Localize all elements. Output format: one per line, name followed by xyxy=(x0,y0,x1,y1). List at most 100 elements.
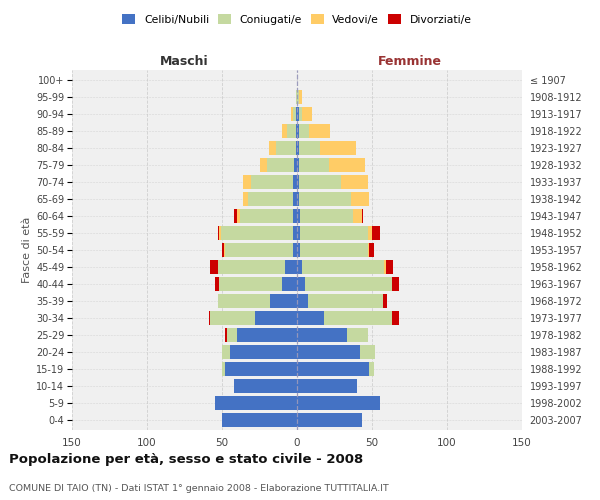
Bar xyxy=(296,90,297,104)
Bar xyxy=(218,226,219,240)
Bar xyxy=(324,311,392,325)
Bar xyxy=(225,362,297,376)
Bar xyxy=(210,260,218,274)
Bar xyxy=(240,209,293,223)
Bar xyxy=(383,294,387,308)
Bar xyxy=(222,413,297,427)
Bar xyxy=(219,226,221,240)
Bar xyxy=(269,141,276,155)
Bar xyxy=(297,413,361,427)
Text: COMUNE DI TAIO (TN) - Dati ISTAT 1° gennaio 2008 - Elaborazione TUTTITALIA.IT: COMUNE DI TAIO (TN) - Dati ISTAT 1° genn… xyxy=(9,484,389,493)
Bar xyxy=(243,175,251,189)
Bar xyxy=(297,124,299,138)
Y-axis label: Fasce di età: Fasce di età xyxy=(22,217,32,283)
Bar xyxy=(291,107,293,121)
Bar xyxy=(299,158,329,172)
Bar xyxy=(218,260,285,274)
Bar xyxy=(299,175,341,189)
Bar xyxy=(243,192,248,206)
Bar xyxy=(300,243,367,257)
Bar xyxy=(299,107,302,121)
Bar xyxy=(392,277,399,291)
Bar xyxy=(282,124,287,138)
Bar xyxy=(297,362,369,376)
Bar xyxy=(234,209,237,223)
Bar xyxy=(297,141,299,155)
Bar xyxy=(282,277,297,291)
Bar xyxy=(218,294,270,308)
Bar xyxy=(360,345,375,359)
Bar xyxy=(237,328,297,342)
Bar xyxy=(353,209,361,223)
Bar xyxy=(219,277,282,291)
Bar xyxy=(329,158,365,172)
Bar xyxy=(369,362,373,376)
Bar xyxy=(361,209,363,223)
Bar xyxy=(297,294,308,308)
Bar xyxy=(299,192,351,206)
Text: Maschi: Maschi xyxy=(160,56,209,68)
Bar xyxy=(297,226,300,240)
Bar xyxy=(215,396,297,410)
Bar xyxy=(267,158,294,172)
Bar xyxy=(297,243,300,257)
Bar xyxy=(293,226,297,240)
Bar xyxy=(222,345,229,359)
Bar xyxy=(297,90,299,104)
Bar xyxy=(302,107,312,121)
Bar xyxy=(320,141,355,155)
Bar xyxy=(297,175,299,189)
Bar xyxy=(297,192,299,206)
Bar xyxy=(341,175,367,189)
Bar xyxy=(297,345,360,359)
Bar xyxy=(293,175,297,189)
Bar xyxy=(293,209,297,223)
Bar xyxy=(299,141,320,155)
Bar xyxy=(209,311,210,325)
Bar xyxy=(297,260,302,274)
Y-axis label: Anni di nascita: Anni di nascita xyxy=(599,209,600,291)
Text: Femmine: Femmine xyxy=(377,56,442,68)
Bar xyxy=(276,141,296,155)
Bar xyxy=(296,141,297,155)
Bar xyxy=(221,226,293,240)
Bar xyxy=(248,192,293,206)
Bar xyxy=(222,243,223,257)
Bar xyxy=(293,107,296,121)
Bar xyxy=(294,158,297,172)
Bar xyxy=(255,311,297,325)
Bar xyxy=(234,379,297,393)
Bar xyxy=(299,124,309,138)
Bar xyxy=(229,345,297,359)
Bar xyxy=(270,294,297,308)
Bar xyxy=(372,226,380,240)
Bar xyxy=(300,226,367,240)
Bar xyxy=(309,124,330,138)
Bar xyxy=(251,175,293,189)
Bar xyxy=(293,243,297,257)
Bar xyxy=(302,260,384,274)
Bar xyxy=(297,158,299,172)
Bar xyxy=(223,243,225,257)
Bar xyxy=(297,379,357,393)
Bar xyxy=(225,243,293,257)
Bar xyxy=(300,209,353,223)
Bar xyxy=(297,311,324,325)
Bar xyxy=(297,209,300,223)
Bar xyxy=(297,107,299,121)
Bar xyxy=(351,192,369,206)
Bar xyxy=(347,328,367,342)
Bar xyxy=(297,328,347,342)
Bar xyxy=(305,277,392,291)
Bar xyxy=(222,362,225,376)
Bar xyxy=(225,328,227,342)
Bar xyxy=(260,158,267,172)
Bar xyxy=(293,192,297,206)
Text: Popolazione per età, sesso e stato civile - 2008: Popolazione per età, sesso e stato civil… xyxy=(9,452,363,466)
Bar xyxy=(227,328,237,342)
Bar xyxy=(367,226,372,240)
Bar xyxy=(297,277,305,291)
Bar xyxy=(215,277,219,291)
Bar xyxy=(384,260,386,274)
Bar xyxy=(296,107,297,121)
